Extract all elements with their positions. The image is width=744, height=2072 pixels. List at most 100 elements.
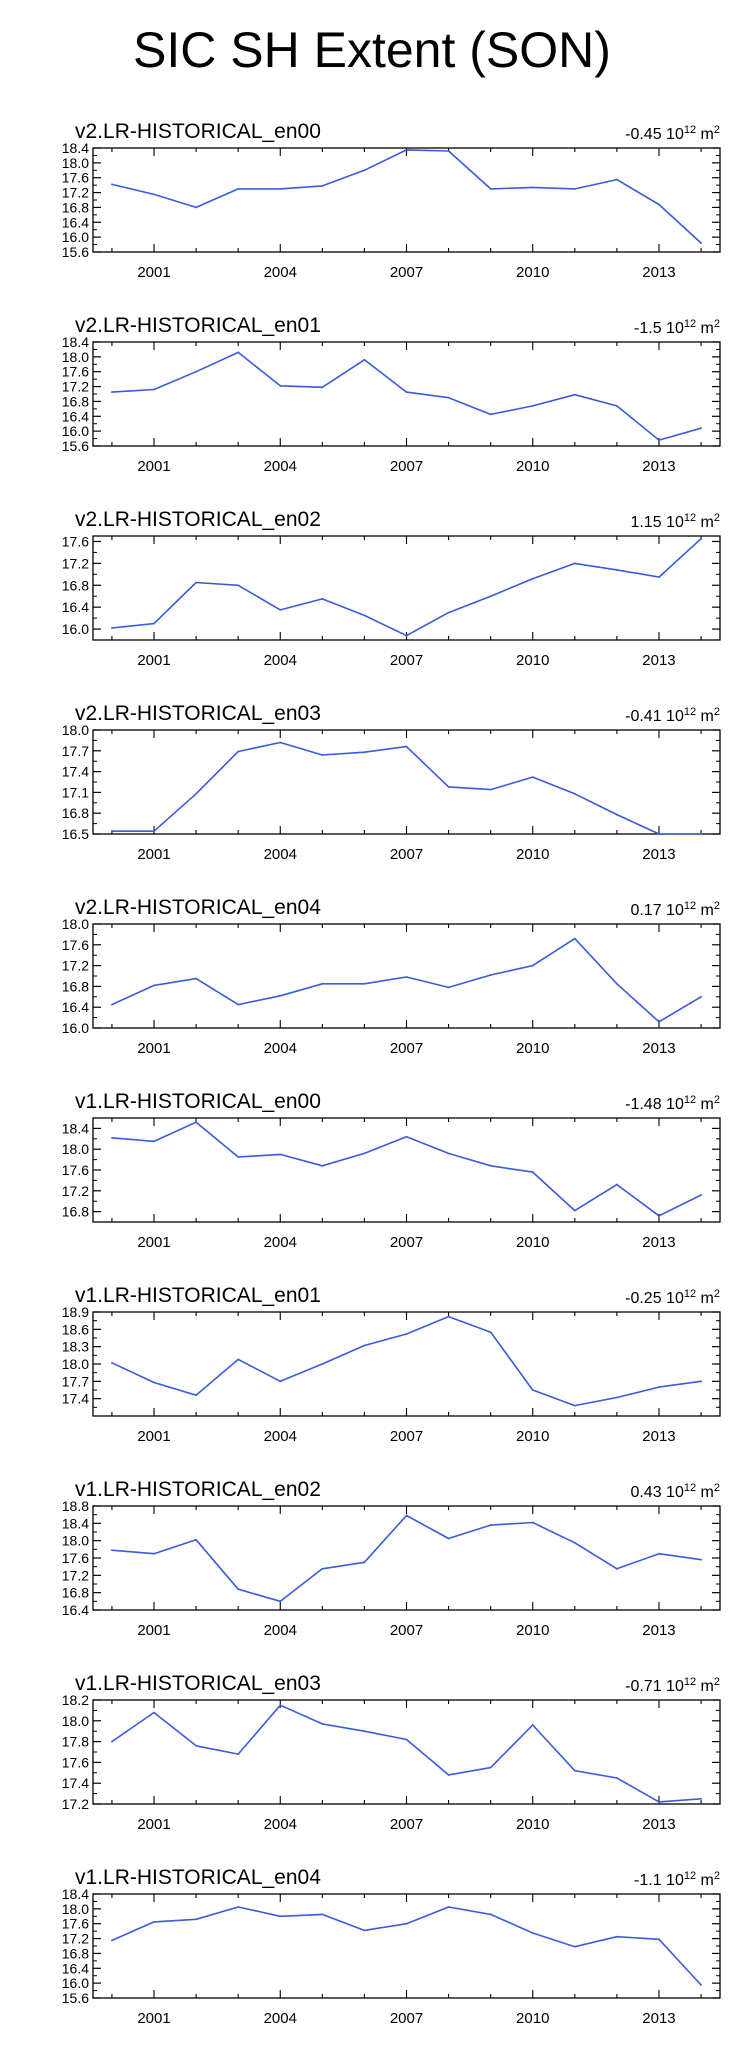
panel-title: v2.LR-HISTORICAL_en00	[75, 120, 321, 143]
data-point	[153, 1711, 155, 1714]
data-point	[237, 584, 240, 587]
data-point	[321, 184, 324, 187]
plot-frame	[92, 1699, 721, 1805]
x-tick-label: 2004	[264, 1816, 297, 1833]
panel-title: v2.LR-HISTORICAL_en01	[75, 314, 321, 337]
data-point	[321, 1723, 324, 1725]
chart-panel: v2.LR-HISTORICAL_en03 -0.41 1012 m2 16.5 16…	[62, 702, 721, 863]
data-point	[195, 206, 197, 209]
y-tick-label: 18.0	[62, 1713, 89, 1729]
data-point	[321, 1567, 324, 1570]
y-tick-label: 18.0	[62, 1356, 89, 1372]
x-tick-label: 2007	[390, 1040, 423, 1057]
data-point	[321, 1164, 324, 1167]
y-tick-label: 16.0	[62, 1020, 89, 1036]
x-tick-label: 2007	[390, 264, 423, 281]
data-point	[195, 581, 197, 584]
data-point	[363, 1730, 366, 1733]
y-tick-label: 15.6	[62, 244, 89, 260]
data-point	[153, 1140, 155, 1143]
chart-panel: v2.LR-HISTORICAL_en01 -1.5 1012 m2 15.6 16.…	[62, 314, 721, 475]
y-tick-label: 18.0	[62, 1533, 89, 1549]
data-point	[447, 1537, 450, 1540]
data-point	[616, 178, 618, 181]
data-point	[363, 1561, 366, 1564]
x-tick-label: 2001	[137, 846, 170, 863]
data-point	[279, 994, 282, 997]
x-tick-label: 2007	[390, 846, 423, 863]
data-point	[616, 1935, 618, 1938]
data-point	[279, 187, 282, 190]
data-point	[573, 1945, 576, 1948]
y-tick-label: 17.6	[62, 1550, 89, 1566]
y-tick-label: 16.8	[62, 199, 89, 215]
plot-frame	[92, 1117, 721, 1223]
x-tick-label: 2010	[516, 1816, 549, 1833]
panel-title: v2.LR-HISTORICAL_en02	[75, 508, 321, 531]
data-point	[616, 404, 618, 407]
y-tick-label: 17.6	[62, 1754, 89, 1770]
y-tick-label: 17.7	[62, 743, 89, 759]
chart-panel: v1.LR-HISTORICAL_en00 -1.48 1012 m2 16.8 17…	[62, 1090, 721, 1251]
y-tick-label: 15.6	[62, 1990, 89, 2006]
series-line	[111, 538, 702, 637]
y-tick-label: 16.8	[62, 393, 89, 409]
data-point	[616, 813, 618, 816]
x-tick-label: 2001	[137, 264, 170, 281]
x-tick-label: 2004	[264, 264, 297, 281]
y-tick-label: 16.8	[62, 1585, 89, 1601]
series-line	[111, 149, 702, 244]
y-tick-label: 17.8	[62, 1734, 89, 1750]
x-tick-label: 2013	[642, 1428, 675, 1445]
x-tick-label: 2007	[390, 458, 423, 475]
data-point	[658, 1386, 660, 1389]
data-point	[195, 792, 197, 795]
data-point	[405, 1514, 408, 1517]
x-tick-label: 2010	[516, 1234, 549, 1251]
data-point	[489, 788, 492, 791]
x-tick-label: 2010	[516, 458, 549, 475]
trend-label: -1.5 1012 m2	[634, 318, 720, 337]
data-point	[489, 1913, 492, 1916]
data-point	[447, 986, 450, 989]
x-tick-label: 2004	[264, 458, 297, 475]
data-point	[405, 1738, 408, 1741]
data-point	[405, 1333, 408, 1335]
y-tick-label: 18.4	[62, 1515, 89, 1531]
x-tick-label: 2010	[516, 2010, 549, 2027]
data-point	[195, 1744, 197, 1747]
plot-frame	[92, 341, 721, 447]
data-point	[658, 1020, 660, 1023]
data-point	[573, 562, 576, 565]
y-tick-label: 15.6	[62, 438, 89, 454]
x-tick-label: 2001	[137, 2010, 170, 2027]
data-point	[447, 1906, 450, 1908]
data-point	[531, 964, 534, 967]
x-tick-label: 2007	[390, 652, 423, 669]
x-tick-label: 2013	[642, 2010, 675, 2027]
data-point	[363, 751, 366, 754]
y-tick-label: 16.0	[62, 1975, 89, 1991]
data-point	[447, 611, 450, 614]
data-point	[700, 995, 702, 998]
panel-title: v2.LR-HISTORICAL_en03	[75, 702, 321, 725]
data-point	[658, 1938, 660, 1941]
y-tick-label: 17.7	[62, 1373, 89, 1389]
data-point	[658, 833, 660, 835]
plot-frame	[92, 923, 721, 1029]
x-tick-label: 2010	[516, 652, 549, 669]
data-point	[153, 388, 155, 391]
data-point	[489, 1164, 492, 1167]
data-point	[153, 622, 155, 625]
x-tick-label: 2001	[137, 652, 170, 669]
x-tick-label: 2004	[264, 1428, 297, 1445]
x-tick-label: 2013	[642, 846, 675, 863]
series-line	[111, 1514, 702, 1603]
data-point	[153, 830, 155, 833]
data-point	[531, 1171, 534, 1173]
data-point	[447, 1152, 450, 1155]
data-point	[321, 1363, 324, 1365]
data-point	[279, 1153, 282, 1156]
data-point	[447, 150, 450, 152]
y-tick-label: 18.2	[62, 1692, 89, 1708]
